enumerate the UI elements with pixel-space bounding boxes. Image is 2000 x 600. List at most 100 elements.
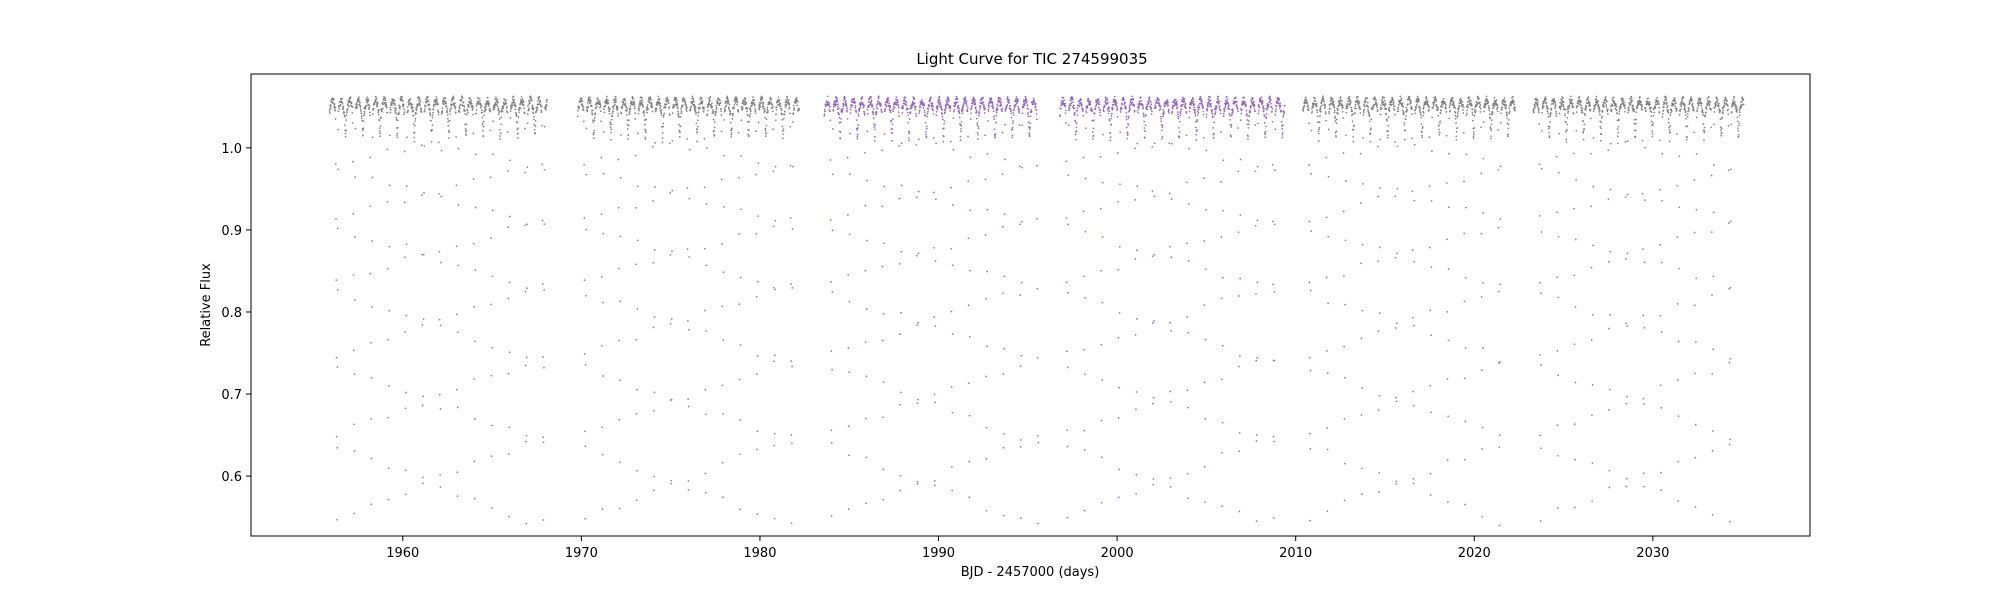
data-point	[1013, 109, 1015, 112]
data-point	[1362, 183, 1364, 185]
light-curve-series	[328, 95, 1745, 527]
data-point	[1360, 493, 1363, 496]
data-point	[1737, 136, 1740, 138]
data-point	[1012, 120, 1014, 122]
data-point	[670, 482, 672, 485]
data-point	[1065, 122, 1067, 124]
data-point	[371, 136, 374, 139]
data-point	[1592, 110, 1595, 113]
data-point	[1651, 124, 1654, 127]
data-point	[917, 321, 920, 324]
data-point	[1738, 114, 1741, 117]
data-point	[1609, 250, 1612, 253]
data-point	[1728, 287, 1731, 290]
data-point	[966, 106, 969, 109]
data-point	[1466, 104, 1469, 106]
data-point	[512, 95, 515, 98]
data-point	[849, 132, 851, 135]
data-point	[915, 196, 918, 199]
data-point	[983, 105, 985, 108]
data-point	[1343, 418, 1346, 420]
data-point	[1021, 112, 1024, 115]
data-point	[367, 99, 370, 102]
data-point	[1575, 111, 1578, 113]
data-point	[1402, 106, 1404, 108]
data-point	[490, 237, 492, 239]
data-point	[610, 138, 612, 141]
data-point	[1566, 128, 1568, 131]
data-point	[1414, 109, 1417, 111]
data-point	[1607, 113, 1609, 115]
data-point	[1335, 130, 1338, 133]
data-point	[1580, 106, 1583, 109]
data-point	[1714, 105, 1717, 108]
data-point	[524, 171, 526, 174]
data-point	[1062, 96, 1065, 99]
data-point	[363, 110, 366, 113]
data-point	[685, 110, 688, 112]
data-point	[424, 105, 427, 108]
data-point	[399, 107, 401, 110]
data-point	[864, 417, 867, 420]
data-point	[995, 111, 998, 114]
data-point	[463, 105, 466, 108]
data-point	[1421, 125, 1424, 128]
data-point	[1640, 101, 1642, 104]
data-point	[387, 338, 389, 341]
data-point	[664, 106, 667, 109]
data-point	[1654, 103, 1657, 106]
light-curve-series	[823, 95, 1286, 525]
data-point	[667, 102, 670, 105]
data-point	[1700, 105, 1703, 107]
data-point	[723, 107, 726, 110]
data-point	[443, 103, 445, 106]
data-point	[1060, 99, 1063, 102]
data-point	[525, 434, 528, 437]
data-point	[611, 114, 614, 117]
data-point	[586, 101, 589, 104]
data-point	[881, 339, 884, 342]
data-point	[1732, 104, 1734, 106]
data-point	[897, 106, 900, 109]
data-point	[662, 116, 665, 118]
data-point	[1733, 102, 1736, 104]
data-point	[1472, 137, 1475, 140]
data-point	[605, 102, 608, 105]
data-point	[1446, 378, 1449, 380]
data-point	[1364, 105, 1366, 108]
data-point	[842, 103, 845, 106]
data-point	[1352, 140, 1355, 143]
data-point	[410, 105, 413, 108]
data-point	[790, 283, 792, 285]
data-point	[1537, 110, 1540, 112]
data-point	[1495, 101, 1497, 103]
data-point	[368, 108, 370, 110]
data-point	[907, 121, 910, 124]
data-point	[1491, 111, 1494, 114]
data-point	[1495, 99, 1498, 101]
data-point	[1351, 110, 1354, 113]
data-point	[1564, 120, 1567, 123]
data-point	[1384, 103, 1387, 106]
data-point	[1580, 104, 1583, 107]
data-point	[935, 142, 937, 145]
data-point	[667, 99, 670, 101]
data-point	[391, 104, 393, 107]
data-point	[1490, 123, 1493, 126]
data-point	[1558, 171, 1560, 174]
data-point	[678, 123, 680, 126]
data-point	[1452, 102, 1455, 105]
data-point	[334, 109, 337, 112]
data-point	[1312, 105, 1315, 107]
data-point	[884, 108, 887, 110]
data-point	[788, 102, 791, 105]
data-point	[959, 135, 962, 138]
data-point	[360, 110, 362, 112]
data-point	[935, 114, 938, 117]
data-point	[933, 480, 936, 482]
data-point	[1702, 114, 1704, 116]
data-point	[448, 119, 451, 122]
data-point	[1349, 101, 1352, 104]
data-point	[406, 106, 409, 108]
data-point	[1360, 262, 1362, 265]
